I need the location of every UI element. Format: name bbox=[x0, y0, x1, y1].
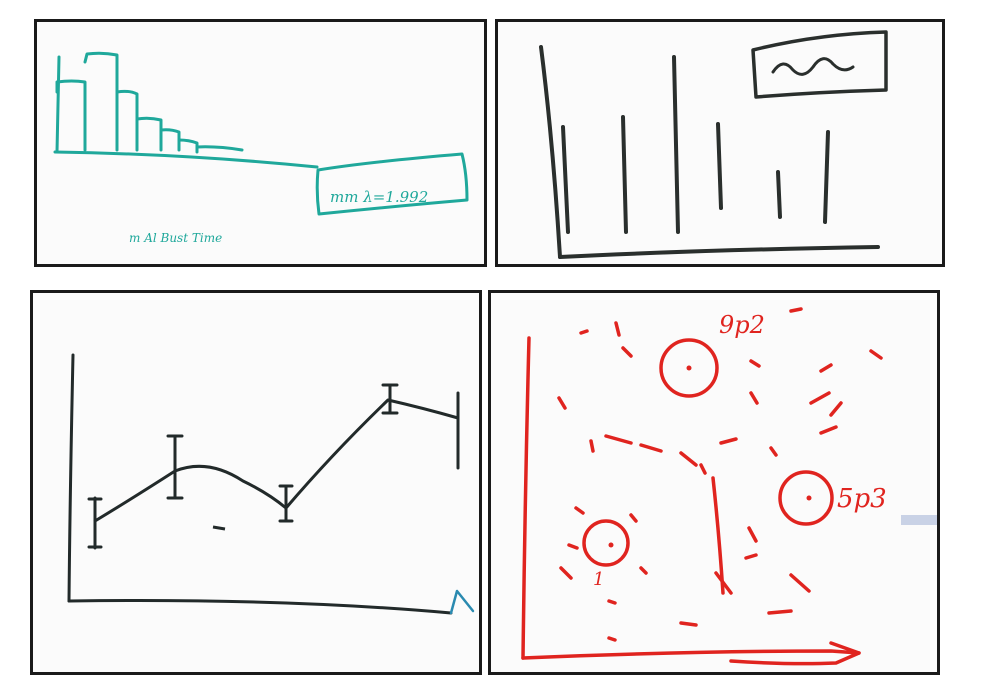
line-sketch-series bbox=[93, 398, 460, 523]
histogram-sketch-panel: mm λ=1.992 m Al Bust Time bbox=[34, 19, 487, 267]
scatter-sketch-panel: 9p2 5p3 1 bbox=[488, 290, 940, 675]
line-sketch-errorbar-3 bbox=[278, 484, 294, 523]
line-sketch-y-axis bbox=[67, 353, 75, 603]
bar-sketch-bar-4 bbox=[716, 122, 723, 210]
histogram-bar-7 bbox=[195, 145, 244, 152]
bar-sketch-bar-6 bbox=[823, 130, 830, 224]
scatter-blue-mark bbox=[901, 515, 937, 525]
scatter-cluster-circle-3 bbox=[582, 519, 630, 567]
histogram-bar-4 bbox=[135, 116, 163, 152]
line-sketch bbox=[67, 353, 475, 615]
histogram-caption: m Al Bust Time bbox=[129, 231, 222, 245]
bar-sketch-bar-1 bbox=[561, 125, 570, 234]
line-sketch-panel bbox=[30, 290, 482, 675]
line-sketch-errorbar-4 bbox=[381, 383, 399, 415]
histogram-bar-3 bbox=[115, 89, 139, 152]
line-sketch-errorbar-1 bbox=[87, 496, 103, 550]
scatter-label-3: 1 bbox=[593, 569, 604, 590]
line-sketch-mark bbox=[212, 525, 226, 531]
histogram-bar-2 bbox=[83, 51, 119, 152]
bar-sketch-bar-2 bbox=[621, 115, 628, 234]
scatter-y-axis bbox=[521, 336, 531, 660]
scatter-sketch: 9p2 5p3 1 bbox=[521, 307, 937, 666]
scatter-points bbox=[557, 307, 883, 642]
line-sketch-x-axis bbox=[67, 599, 453, 615]
line-sketch-errorbar-2 bbox=[166, 434, 184, 500]
bar-sketch bbox=[539, 30, 888, 259]
scatter-cluster-circle-1 bbox=[659, 338, 719, 398]
scatter-x-axis bbox=[521, 649, 861, 666]
histogram-bar-1 bbox=[55, 79, 87, 152]
bar-sketch-panel bbox=[495, 19, 945, 267]
histogram-bar-5 bbox=[159, 128, 181, 152]
line-sketch-arrow bbox=[449, 589, 475, 615]
scatter-arrow-head bbox=[829, 641, 861, 655]
histogram-sketch: mm λ=1.992 m Al Bust Time bbox=[53, 51, 469, 245]
bar-sketch-legend-box bbox=[751, 30, 888, 99]
scatter-label-1: 9p2 bbox=[719, 311, 765, 339]
bar-sketch-x-axis bbox=[558, 245, 880, 259]
bar-sketch-bar-3 bbox=[672, 55, 680, 234]
bar-sketch-bar-5 bbox=[776, 170, 782, 219]
histogram-bar-6 bbox=[177, 138, 199, 154]
bar-sketch-y-axis bbox=[539, 45, 562, 259]
histogram-baseline bbox=[53, 150, 319, 169]
scatter-label-2: 5p3 bbox=[837, 484, 887, 514]
scatter-cluster-circle-2 bbox=[778, 470, 834, 526]
histogram-legend-text: mm λ=1.992 bbox=[330, 188, 428, 206]
histogram-legend-box bbox=[315, 152, 469, 216]
scatter-center-dots bbox=[608, 365, 812, 548]
histogram-y-axis bbox=[55, 55, 61, 154]
bar-sketch-legend-squiggle bbox=[771, 57, 855, 76]
